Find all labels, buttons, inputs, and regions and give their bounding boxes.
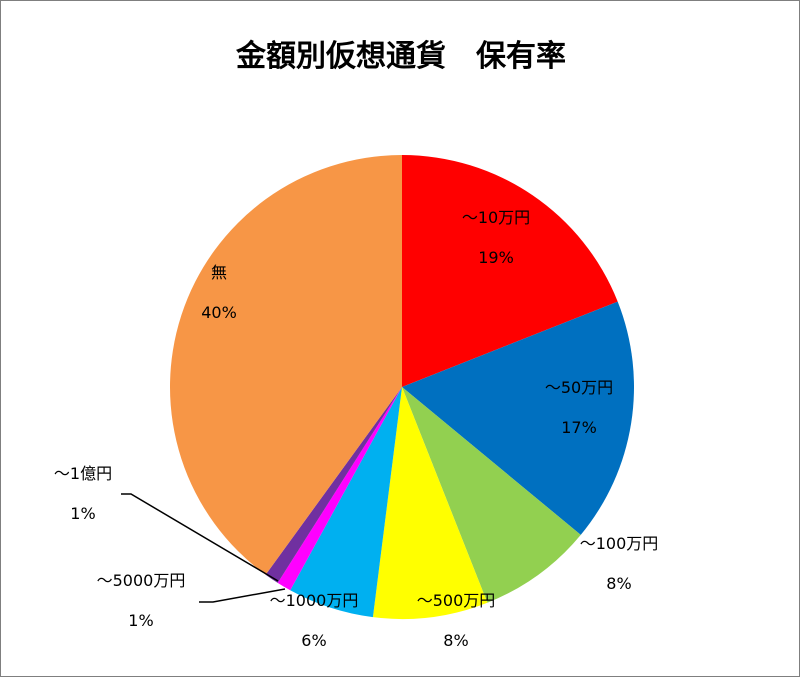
slice-label: ～10万円 (462, 208, 530, 227)
pie-slice (169, 155, 402, 575)
chart-title: 金額別仮想通貨 保有率 (236, 39, 566, 74)
slice-percent-label: 1% (70, 504, 95, 523)
slice-label: ～100万円 (580, 534, 659, 553)
leader-line (121, 493, 279, 582)
pie-slice (402, 155, 618, 387)
slice-percent-label: 40% (201, 303, 237, 322)
slice-label: ～50万円 (545, 378, 613, 397)
slice-percent-label: 8% (443, 631, 468, 650)
pie-slice (277, 387, 402, 591)
pie-slice (402, 387, 581, 603)
slice-percent-label: 8% (606, 574, 631, 593)
leader-line (199, 588, 286, 603)
pie-slice (402, 301, 634, 535)
pie-slice (265, 387, 402, 583)
slice-percent-label: 1% (128, 611, 153, 630)
slice-label: ～1億円 (54, 464, 112, 483)
slice-percent-label: 19% (478, 248, 514, 267)
slice-label: ～1000万円 (270, 591, 359, 610)
slice-label: ～500万円 (417, 591, 496, 610)
pie-slice (290, 387, 402, 618)
slice-label: ～5000万円 (97, 571, 186, 590)
slice-percent-label: 6% (301, 631, 326, 650)
slice-label: 無 (211, 263, 227, 282)
slice-percent-label: 17% (561, 418, 597, 437)
pie-slice (372, 387, 488, 619)
